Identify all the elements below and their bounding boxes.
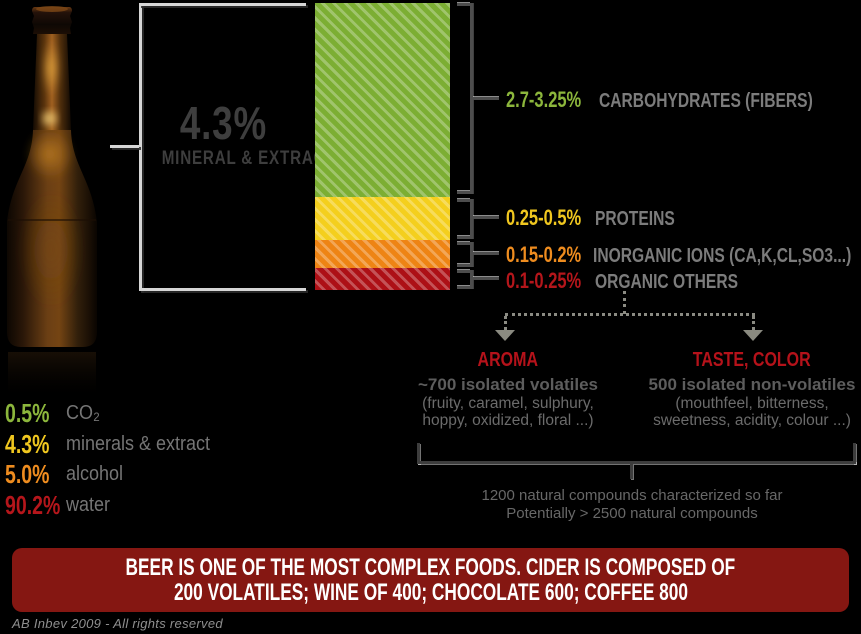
segment-label-row-carbohydrates: CARBOHYDRATES (FIBERS) (599, 89, 861, 113)
bar-segment-proteins (315, 197, 450, 240)
banner-line2: 200 VOLATILES; WINE OF 400; CHOCOLATE 60… (173, 579, 688, 606)
segment-range-carbohydrates: 2.7-3.25% (506, 87, 582, 112)
segment-range-proteins: 0.25-0.5% (506, 205, 582, 230)
aroma-detail-line2: hoppy, oxidized, floral ...) (422, 412, 594, 429)
aroma-detail-line1: (fruity, caramel, sulphury, (422, 395, 594, 412)
total-fraction-value: 4.3% (179, 97, 267, 149)
beer-bottle-image (7, 6, 97, 394)
compounds-summary: 1200 natural compounds characterized so … (402, 487, 861, 522)
brace-center-stem (630, 464, 633, 479)
segment-label-proteins: PROTEINS (595, 208, 675, 230)
left-bracket-top-line (139, 3, 306, 6)
legend-label-minerals: minerals & extract (66, 433, 211, 455)
bar-segment-inorganic-ions (315, 240, 450, 268)
dotted-right-drop (752, 316, 755, 330)
aroma-title: AROMA (477, 349, 539, 371)
segment-label-row-inorganic-ions: INORGANIC IONS (CA,K,CL,SO3...) (593, 244, 861, 268)
brace-horizontal-line (417, 461, 856, 464)
legend-value-alcohol: 5.0% (5, 459, 50, 489)
compounds-line1: 1200 natural compounds characterized so … (481, 487, 783, 504)
legend-value-minerals: 4.3% (5, 429, 50, 459)
segment-label-inorganic-ions: INORGANIC IONS (CA,K,CL,SO3...) (593, 245, 852, 267)
taste-detail-line1: (mouthfeel, bitterness, (675, 395, 829, 412)
brace-right-tick (853, 443, 856, 464)
segment-range-organic-others: 0.1-0.25% (506, 268, 582, 293)
segment-row-carbohydrates: 2.7-3.25% (506, 88, 606, 112)
left-bracket-vertical-line (139, 3, 142, 291)
segment-label-row-proteins: PROTEINS (595, 207, 697, 231)
compounds-line2: Potentially > 2500 natural compounds (506, 504, 758, 522)
segment-label-organic-others: ORGANIC OTHERS (595, 271, 739, 293)
taste-detail-line2: sweetness, acidity, colour ...) (653, 412, 851, 429)
copyright-credit: AB Inbev 2009 - All rights reserved (12, 616, 223, 631)
aroma-block: AROMA ~700 isolated volatiles (fruity, c… (393, 349, 623, 429)
total-fraction-block: 4.3% MINERAL & EXTRACT (140, 97, 335, 169)
aroma-headline: ~700 isolated volatiles (417, 375, 598, 394)
dotted-left-drop (504, 316, 507, 330)
taste-color-block: TASTE, COLOR 500 isolated non-volatiles … (637, 349, 861, 429)
taste-headline: 500 isolated non-volatiles (648, 375, 856, 394)
bar-segment-organic-others (315, 268, 450, 290)
legend-value-co2: 0.5% (5, 398, 50, 428)
dotted-stem (623, 291, 626, 314)
segment-row-proteins: 0.25-0.5% (506, 206, 606, 230)
legend-label-alcohol: alcohol (66, 463, 124, 485)
segment-row-organic-others: 0.1-0.25% (506, 269, 606, 293)
legend-label-co2: CO₂ (66, 402, 100, 424)
segment-label-carbohydrates: CARBOHYDRATES (FIBERS) (599, 90, 813, 112)
legend-value-water: 90.2% (5, 490, 61, 520)
legend-label-water: water (66, 494, 111, 516)
segment-range-inorganic-ions: 0.15-0.2% (506, 242, 582, 267)
segment-label-row-organic-others: ORGANIC OTHERS (595, 270, 778, 294)
left-bracket-bottom-line (139, 288, 306, 291)
dotted-crossbar (505, 313, 755, 316)
stacked-bar (315, 3, 450, 290)
banner-line1: BEER IS ONE OF THE MOST COMPLEX FOODS. C… (125, 554, 736, 581)
arrow-down-aroma-icon (495, 330, 515, 341)
brace-left-tick (417, 443, 420, 464)
total-fraction-label: MINERAL & EXTRACT (161, 148, 336, 169)
bar-segment-carbohydrates (315, 3, 450, 197)
left-bracket-mid-tick (110, 145, 139, 148)
arrow-down-taste-icon (743, 330, 763, 341)
taste-title: TASTE, COLOR (693, 349, 811, 371)
segment-row-inorganic-ions: 0.15-0.2% (506, 243, 606, 267)
summary-banner: BEER IS ONE OF THE MOST COMPLEX FOODS. C… (12, 548, 849, 612)
